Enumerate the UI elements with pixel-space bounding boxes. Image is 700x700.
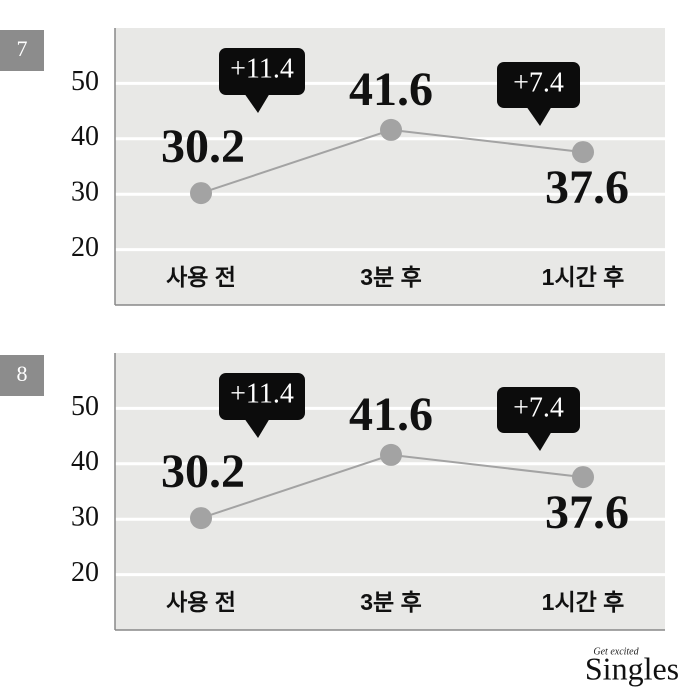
point [572,141,594,164]
x-tick-label: 사용 전 [166,264,236,290]
x-tick-label: 3분 후 [360,589,422,615]
value-label: 30.2 [161,120,245,173]
x-tick-label: 3분 후 [360,264,422,290]
value-label: 37.6 [545,486,629,539]
y-tick-label: 50 [71,66,99,97]
callout-tail [526,106,552,126]
callout-bubble [497,62,580,108]
chart-number: 8 [17,361,28,386]
x-tick-label: 1시간 후 [542,589,625,615]
callout-bubble [219,48,305,95]
callout-tail [244,93,270,113]
value-label: 37.6 [545,161,629,214]
chart-number: 7 [17,36,28,61]
y-tick-label: 30 [71,177,99,208]
chart-number-box [0,30,44,71]
callout-tail [244,418,270,438]
y-tick-label: 20 [71,557,99,588]
point [190,507,212,530]
annotation: +11.4 [230,378,294,409]
y-tick-label: 40 [71,446,99,477]
point [380,118,402,141]
brand: Singles [585,650,679,686]
value-label: 41.6 [349,63,433,116]
x-tick-label: 사용 전 [166,589,236,615]
x-tick-label: 1시간 후 [542,264,625,290]
y-tick-label: 50 [71,391,99,422]
callout-bubble [497,387,580,433]
value-label: 41.6 [349,388,433,441]
y-tick-label: 30 [71,502,99,533]
tagline: Get excited [593,646,639,657]
chart-number-box [0,355,44,396]
annotation: +11.4 [230,53,294,84]
callout-bubble [219,373,305,420]
value-label: 30.2 [161,445,245,498]
y-tick-label: 20 [71,232,99,263]
point [190,182,212,205]
point [380,443,402,466]
annotation: +7.4 [513,392,564,423]
annotation: +7.4 [513,67,564,98]
point [572,466,594,489]
y-tick-label: 40 [71,121,99,152]
callout-tail [526,431,552,451]
